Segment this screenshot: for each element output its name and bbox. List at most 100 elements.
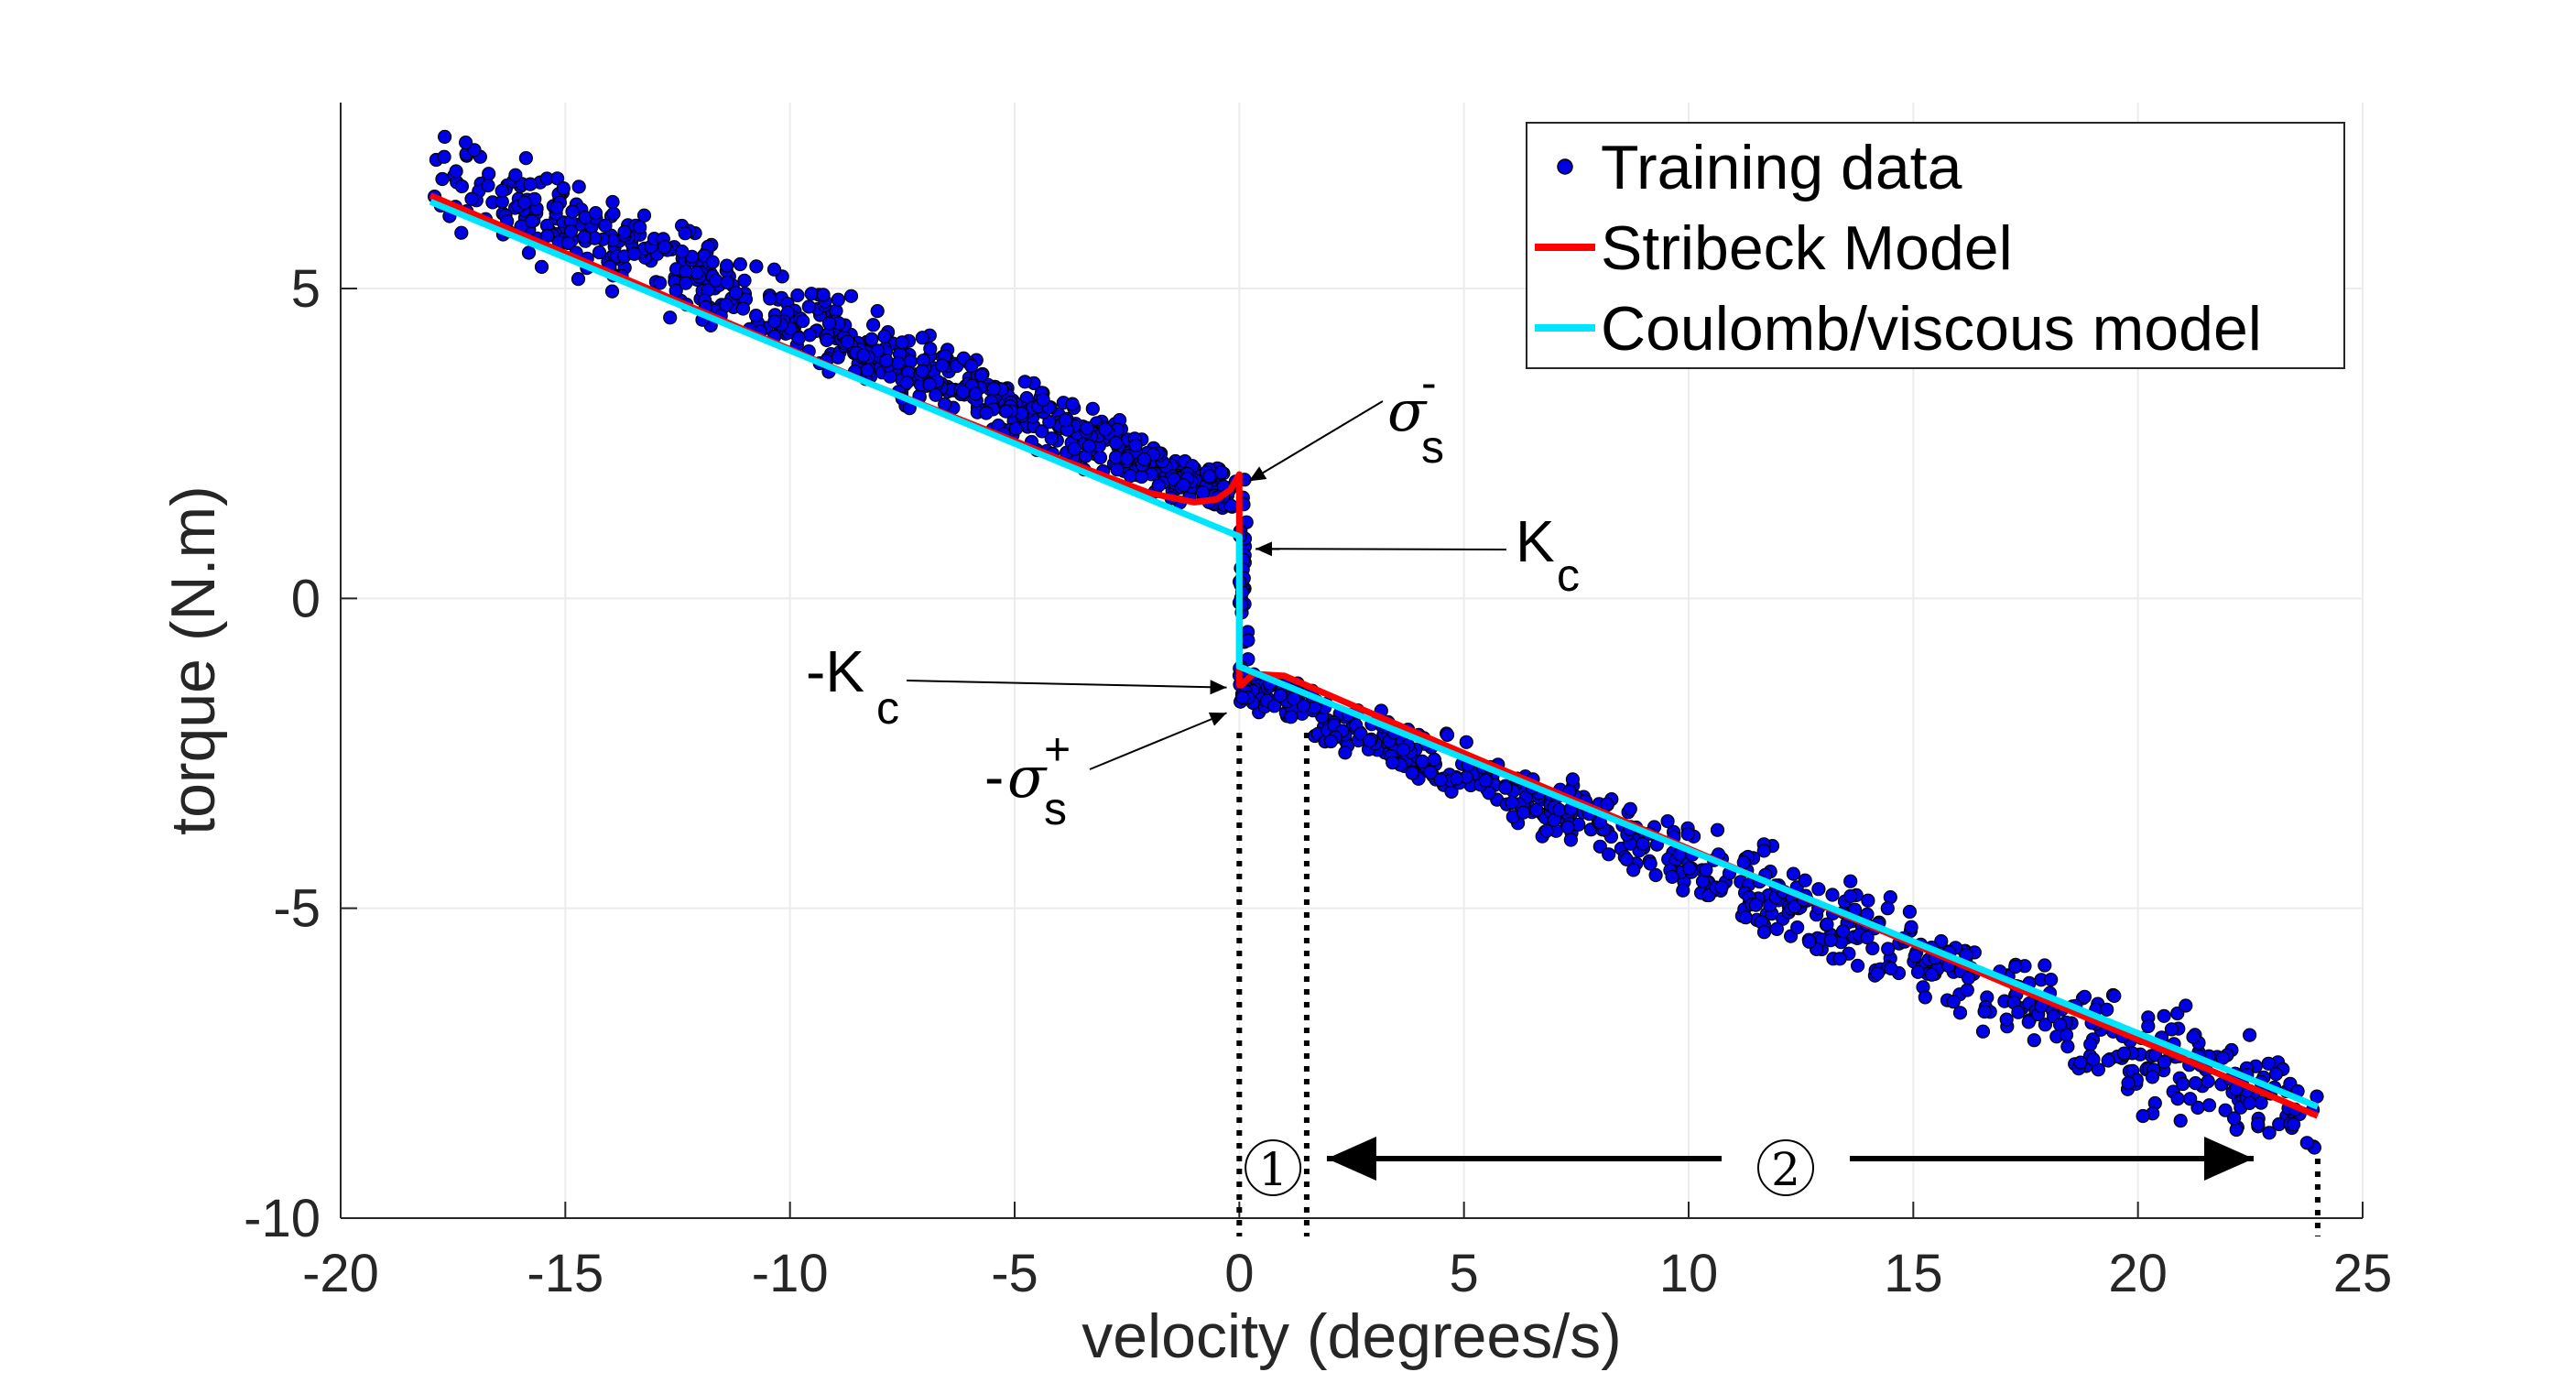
data-point bbox=[1396, 743, 1411, 757]
data-point bbox=[2186, 1029, 2201, 1044]
data-point bbox=[2116, 1046, 2132, 1061]
data-point bbox=[877, 329, 892, 343]
data-point bbox=[2086, 1051, 2101, 1067]
legend-box bbox=[1526, 122, 2345, 369]
data-point bbox=[1626, 863, 1641, 877]
x-tick-label: -20 bbox=[302, 1244, 379, 1303]
data-point bbox=[1128, 438, 1143, 452]
data-point bbox=[1427, 752, 1442, 768]
data-point bbox=[1946, 995, 1961, 1009]
data-point bbox=[1235, 691, 1250, 705]
data-point bbox=[571, 180, 586, 194]
data-point bbox=[2008, 959, 2023, 975]
data-point bbox=[1823, 932, 1838, 948]
data-point bbox=[2188, 1075, 2203, 1091]
x-tick-label: -15 bbox=[527, 1244, 603, 1303]
stribeck-model-line bbox=[429, 192, 2320, 1119]
data-point bbox=[521, 245, 537, 260]
legend-label-training-data: Training data bbox=[1601, 133, 1962, 202]
data-point bbox=[2077, 989, 2092, 1004]
data-point bbox=[1081, 439, 1096, 453]
data-point bbox=[1044, 431, 1059, 446]
data-point bbox=[1287, 692, 1301, 706]
data-point bbox=[2157, 1008, 2171, 1023]
legend-marker-training-data bbox=[1557, 158, 1573, 175]
data-point bbox=[2164, 1022, 2179, 1037]
data-point bbox=[2038, 958, 2052, 973]
x-tick-label: -10 bbox=[752, 1244, 829, 1303]
data-point bbox=[459, 136, 473, 150]
label-sigma-s-minus: σ bbox=[1387, 377, 1428, 444]
data-point bbox=[1918, 990, 1932, 1005]
legend-label-stribeck: Stribeck Model bbox=[1601, 213, 2013, 283]
data-point bbox=[1798, 873, 1812, 888]
data-point bbox=[563, 224, 579, 239]
data-point bbox=[860, 363, 875, 377]
data-point bbox=[767, 314, 782, 329]
data-point bbox=[1085, 401, 1100, 416]
data-point bbox=[821, 316, 837, 331]
data-point bbox=[481, 178, 495, 193]
x-tick-label: 25 bbox=[2333, 1244, 2393, 1303]
data-point bbox=[1643, 856, 1658, 871]
data-point bbox=[1065, 397, 1080, 411]
label-neg-sigma-s-plus-sub: s bbox=[1044, 783, 1067, 834]
data-point bbox=[588, 206, 603, 221]
data-point bbox=[1195, 485, 1211, 500]
data-point bbox=[791, 331, 806, 345]
data-point bbox=[626, 246, 642, 261]
data-point bbox=[2218, 1103, 2233, 1117]
data-point bbox=[2254, 1095, 2268, 1110]
data-point bbox=[820, 332, 834, 347]
data-point bbox=[1176, 478, 1191, 493]
data-point bbox=[678, 226, 692, 241]
data-point bbox=[1748, 898, 1764, 912]
data-point bbox=[2179, 998, 2193, 1013]
data-point bbox=[1516, 805, 1531, 820]
data-point bbox=[719, 258, 734, 273]
data-point bbox=[1786, 866, 1801, 881]
data-point bbox=[2310, 1089, 2324, 1104]
data-point bbox=[915, 331, 929, 345]
arrow-kc bbox=[1255, 541, 1507, 557]
data-point bbox=[556, 181, 571, 196]
data-point bbox=[592, 245, 607, 260]
data-point bbox=[2268, 1066, 2284, 1082]
data-point bbox=[2227, 1111, 2242, 1126]
legend: Training data Stribeck Model Coulomb/vis… bbox=[1526, 122, 2345, 369]
y-tick-label: -5 bbox=[273, 879, 321, 939]
data-point bbox=[2107, 988, 2122, 1004]
data-point bbox=[679, 264, 693, 279]
data-point bbox=[2038, 1018, 2052, 1032]
data-point bbox=[1676, 883, 1690, 898]
data-point bbox=[1710, 822, 1725, 837]
data-point bbox=[525, 213, 539, 229]
data-point bbox=[1636, 836, 1650, 851]
label-neg-kc: -K bbox=[806, 638, 864, 704]
data-point bbox=[2060, 1039, 2075, 1054]
data-point bbox=[1962, 971, 1976, 986]
data-point bbox=[1960, 983, 1974, 997]
data-point bbox=[1433, 772, 1448, 788]
data-point bbox=[733, 256, 747, 272]
data-point bbox=[903, 354, 918, 369]
data-point bbox=[1602, 847, 1616, 862]
data-point bbox=[2100, 1002, 2114, 1017]
data-point bbox=[2170, 1091, 2185, 1106]
data-point bbox=[2261, 1056, 2276, 1071]
data-point bbox=[879, 354, 894, 368]
training-data-points bbox=[428, 129, 2324, 1155]
data-point bbox=[1660, 813, 1675, 829]
data-point bbox=[1560, 820, 1575, 834]
data-point bbox=[899, 376, 914, 390]
label-neg-sigma-s-plus-prefix: - bbox=[984, 744, 1004, 810]
data-point bbox=[1201, 469, 1217, 484]
data-point bbox=[865, 318, 881, 332]
data-point bbox=[2287, 1116, 2301, 1132]
data-point bbox=[523, 177, 538, 191]
region-1-circle bbox=[1245, 1139, 1302, 1196]
axes bbox=[340, 103, 2364, 1219]
data-point bbox=[1902, 904, 1917, 920]
data-point bbox=[1904, 920, 1918, 934]
data-point bbox=[1790, 920, 1805, 935]
